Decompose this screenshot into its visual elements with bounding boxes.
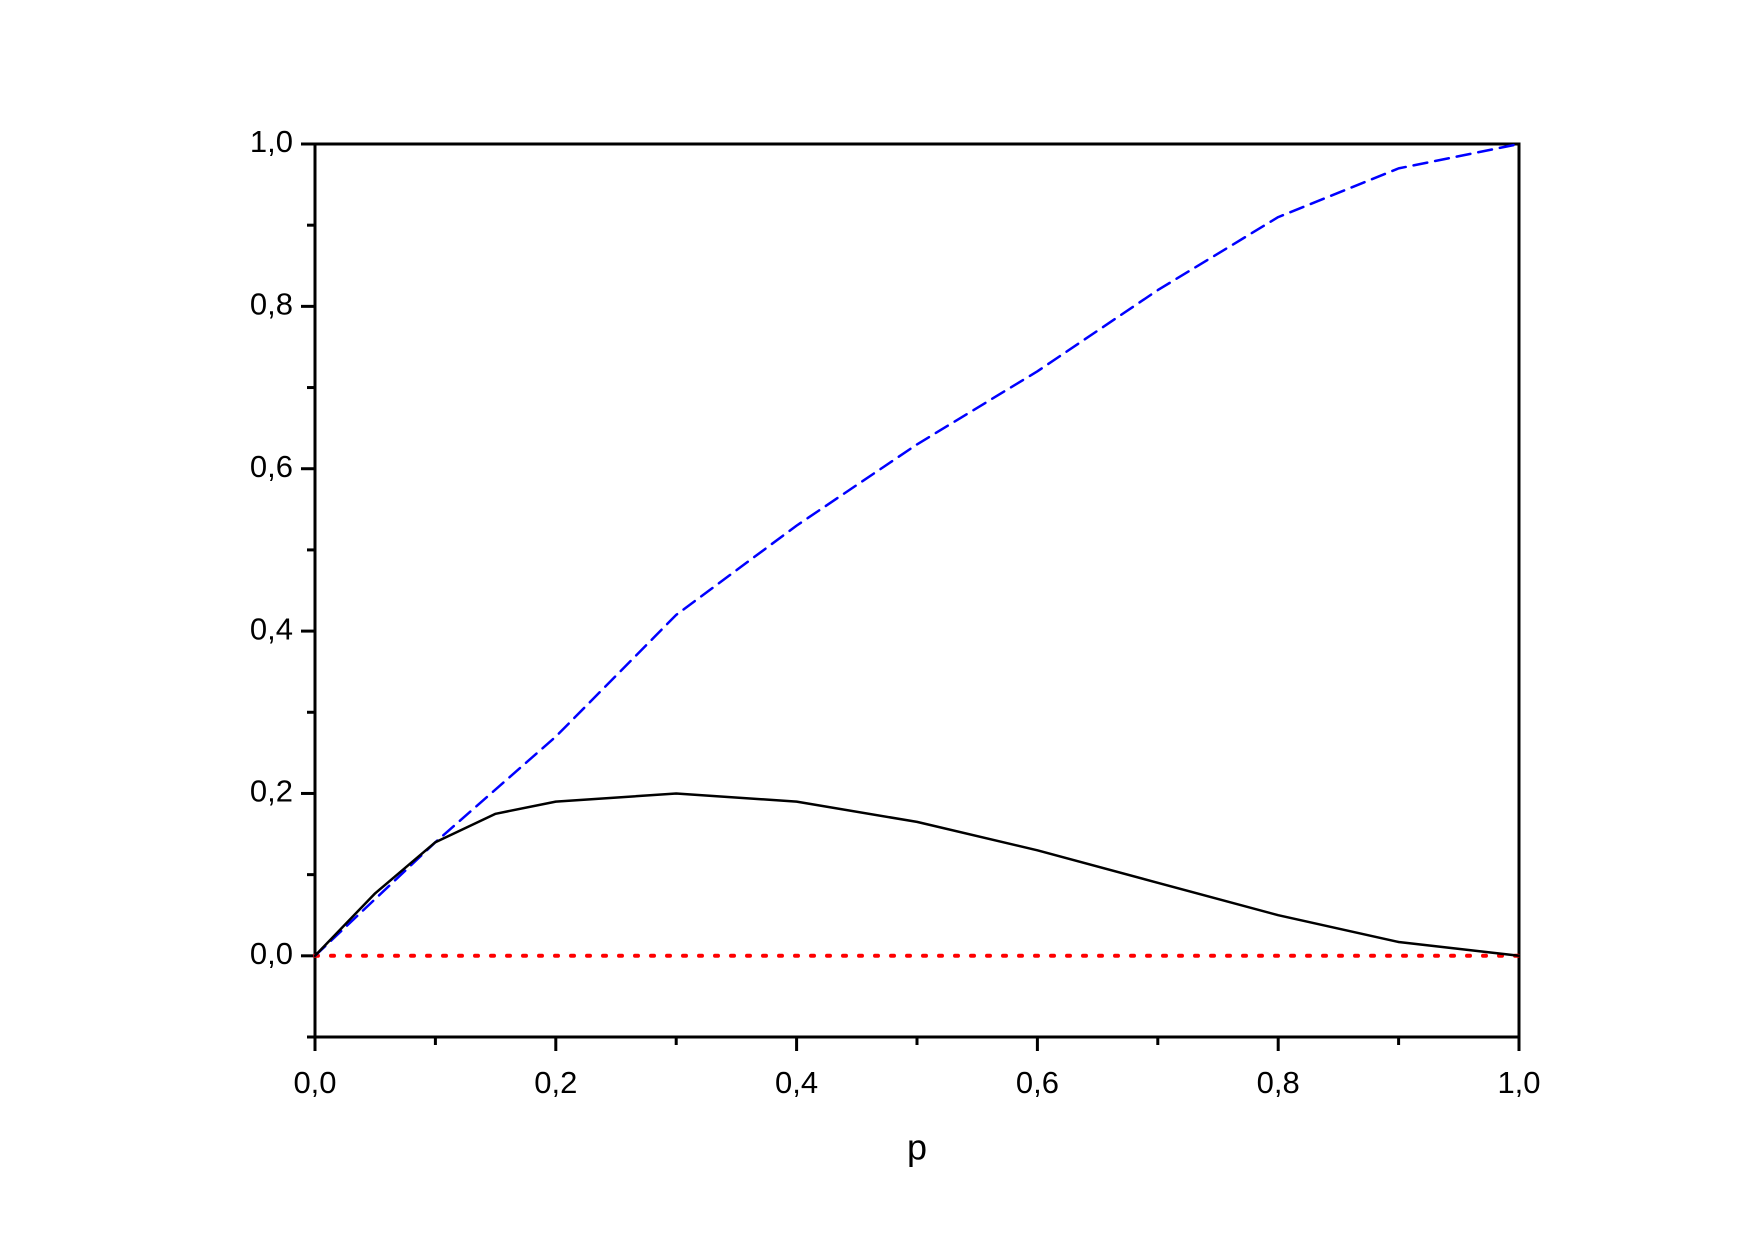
- x-axis-label: p: [907, 1127, 927, 1168]
- x-tick-label: 0,4: [775, 1065, 818, 1100]
- line-series: [313, 142, 1521, 958]
- x-tick-label: 0,8: [1257, 1065, 1300, 1100]
- y-tick-label: 0,4: [250, 611, 293, 646]
- x-tick-label: 0,2: [534, 1065, 577, 1100]
- y-tick-label: 0,6: [250, 449, 293, 484]
- line-series: [313, 792, 1521, 958]
- plot-frame: [313, 142, 1521, 1039]
- x-tick-label: 1,0: [1497, 1065, 1540, 1100]
- y-tick-label: 0,8: [250, 287, 293, 322]
- y-tick-label: 1,0: [250, 124, 293, 159]
- y-tick-label: 0,2: [250, 774, 293, 809]
- x-tick-label: 0,6: [1016, 1065, 1059, 1100]
- x-tick-label: 0,0: [293, 1065, 336, 1100]
- y-tick-label: 0,0: [250, 936, 293, 971]
